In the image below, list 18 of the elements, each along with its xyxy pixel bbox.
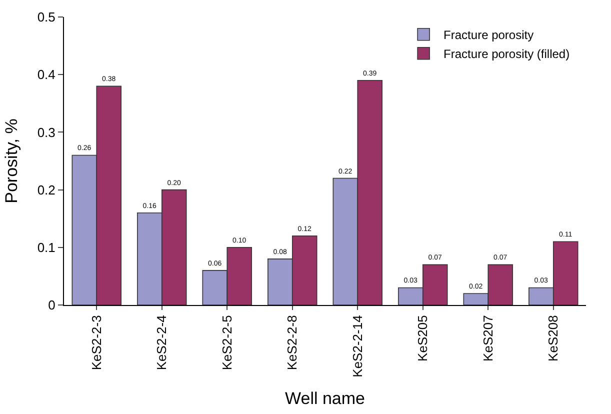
y-tick-label: 0.1 (37, 240, 56, 255)
x-tick-label: KeS2-2-8 (284, 315, 300, 370)
x-tick-label: KeS207 (480, 315, 496, 362)
x-axis-title: Well name (285, 388, 365, 408)
y-tick-label: 0.4 (37, 67, 56, 82)
x-tick-label: KeS2-2-3 (88, 315, 104, 370)
y-tick-label: 0.3 (37, 124, 56, 140)
y-axis-title: Porosity, % (2, 118, 21, 204)
legend-label: Fracture porosity (filled) (444, 47, 570, 62)
y-tick-label: 0.2 (37, 182, 56, 198)
y-tick-label: 0.5 (37, 10, 56, 25)
y-tick-label: 0 (48, 298, 56, 313)
legend-label: Fracture porosity (444, 28, 534, 42)
x-tick-label: KeS2-2-5 (219, 315, 234, 370)
x-tick-label: KeS208 (546, 315, 561, 362)
x-tick-label: KeS205 (415, 315, 430, 362)
x-tick-label: KeS2-2-14 (350, 315, 365, 378)
x-tick-label: KeS2-2-4 (154, 315, 170, 370)
